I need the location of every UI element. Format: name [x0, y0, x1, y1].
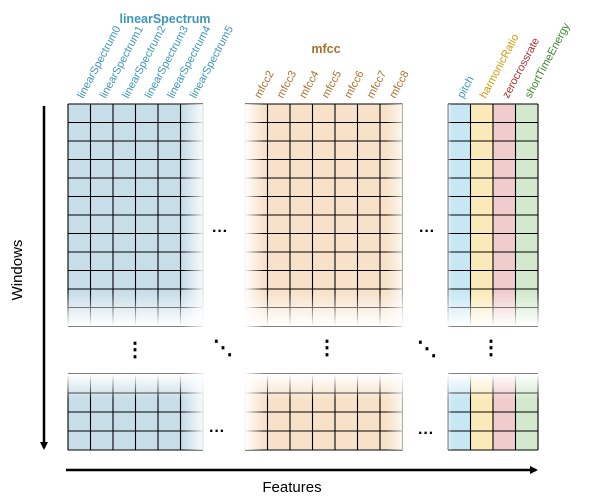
ellipsis-vertical-3: ⋮: [481, 337, 501, 359]
ellipsis-horizontal-top-1: ···: [212, 223, 228, 240]
ellipsis-vertical-1: ⋮: [125, 339, 145, 361]
ellipsis-horizontal-top-2: ···: [419, 223, 435, 240]
column-label-mfcc7: mfcc7: [365, 69, 389, 101]
linear-spectrum-group-title: linearSpectrum: [119, 12, 210, 26]
column-label-mfcc5: mfcc5: [320, 69, 344, 101]
ellipsis-diagonal-2: ⋱: [417, 338, 437, 360]
column-label-mfcc4: mfcc4: [297, 69, 321, 101]
single-block-top: [447, 103, 539, 327]
ellipsis-horizontal-bottom-2: ···: [418, 425, 434, 442]
mfcc-block-top: [244, 103, 404, 327]
fade-overlays: [66, 104, 542, 450]
matrix-top-section: [67, 103, 539, 327]
column-label-mfcc8: mfcc8: [387, 69, 411, 101]
column-label-mfcc3: mfcc3: [275, 69, 299, 101]
column-headers: linearSpectrum0linearSpectrum1linearSpec…: [75, 21, 572, 101]
mfcc-group-title: mfcc: [311, 42, 340, 56]
column-label-mfcc6: mfcc6: [342, 69, 366, 101]
column-label-mfcc2: mfcc2: [252, 69, 276, 101]
ellipsis-horizontal-bottom-1: ···: [209, 423, 225, 440]
ellipsis-diagonal-1: ⋱: [213, 337, 233, 359]
windows-axis-label: Windows: [9, 240, 26, 301]
column-label-pitch: pitch: [455, 74, 477, 100]
features-axis-label: Features: [262, 479, 321, 496]
ellipsis-vertical-2: ⋮: [317, 337, 337, 359]
